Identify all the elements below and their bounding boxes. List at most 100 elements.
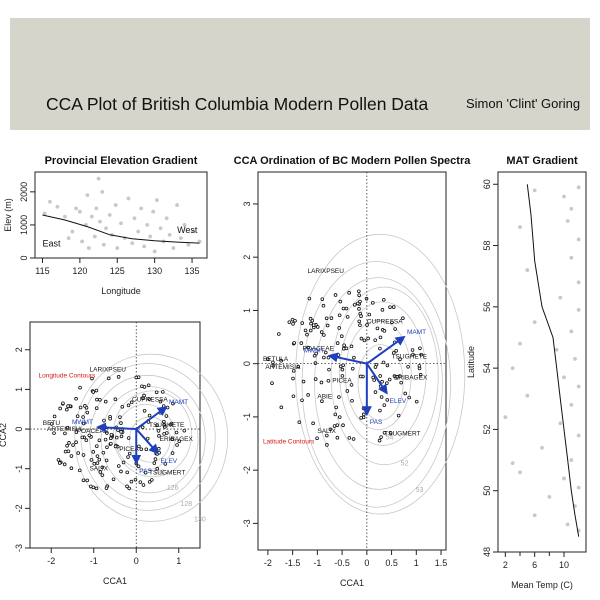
main-site-point: [357, 307, 361, 311]
mat-y-tick-label: 56: [482, 302, 492, 312]
main-site-point: [361, 406, 366, 411]
mat-y-tick-label: 54: [482, 363, 492, 373]
main-site-point: [300, 321, 305, 325]
lon-site-point: [139, 447, 144, 452]
main-x-tick-label: -2: [264, 558, 272, 568]
lon-species-label: BETU: [43, 420, 61, 427]
main-site-point: [320, 297, 325, 301]
lon-y-tick-label: 0: [14, 427, 24, 432]
lon-site-point: [65, 425, 70, 430]
mat-chart-title: MAT Gradient: [506, 155, 578, 167]
lon-site-point: [61, 401, 65, 406]
lon-site-point: [140, 396, 145, 400]
elev-data-point: [191, 229, 196, 234]
main-x-axis-label: CCA1: [340, 578, 364, 588]
lon-site-point: [146, 383, 151, 388]
lon-site-point: [100, 473, 105, 477]
main-site-point: [321, 303, 326, 308]
main-site-point: [351, 437, 356, 441]
main-x-tick-label: -1.5: [285, 558, 301, 568]
lon-site-point: [145, 436, 150, 441]
lon-env-arrow: [135, 428, 159, 455]
lon-x-tick-label: 1: [176, 556, 181, 566]
lon-site-point: [74, 396, 78, 401]
elev-data-point: [80, 239, 85, 244]
main-site-point: [371, 300, 375, 305]
elev-chart-title: Provincial Elevation Gradient: [45, 155, 198, 167]
lon-species-label: LARIXPSEU: [90, 367, 127, 374]
lon-site-point: [142, 385, 147, 389]
lon-site-point: [98, 470, 103, 474]
mat-data-point: [540, 445, 544, 450]
main-site-point: [309, 321, 313, 326]
lon-site-point: [138, 480, 143, 484]
lon-site-point: [126, 403, 131, 408]
main-site-point: [313, 377, 318, 381]
mat-x-tick-label: 2: [503, 560, 508, 570]
main-y-tick-label: 1: [242, 308, 252, 313]
lon-site-point: [74, 440, 78, 444]
main-site-point: [385, 398, 390, 402]
main-species-label: ARTEMISIA: [265, 364, 301, 371]
lon-site-point: [136, 464, 141, 469]
main-site-point: [377, 438, 382, 443]
main-env-arrow-label: MWMT: [304, 348, 325, 355]
main-site-point: [391, 305, 396, 309]
main-site-point: [311, 323, 316, 327]
lon-site-point: [89, 484, 93, 489]
lon-site-point: [116, 375, 121, 379]
lon-species-label: ERIBAGEX: [160, 436, 194, 443]
lon-site-point: [144, 447, 149, 452]
mat-fit-line: [526, 184, 580, 537]
main-contour-line: [357, 344, 404, 421]
lon-contour-value: 130: [194, 517, 206, 524]
main-species-label: LARIXPSEU: [307, 268, 344, 275]
lon-site-point: [65, 443, 69, 448]
elev-x-axis-label: Longitude: [101, 286, 141, 296]
mat-data-point: [554, 347, 559, 352]
lon-site-point: [142, 408, 147, 413]
lon-site-point: [147, 397, 151, 401]
lon-site-point: [163, 425, 167, 429]
main-site-point: [335, 341, 340, 345]
elev-data-point: [151, 209, 156, 214]
elev-data-point: [98, 219, 102, 224]
lon-site-point: [109, 441, 113, 446]
main-species-label: SALIX: [317, 428, 336, 435]
mat-y-tick-label: 50: [482, 486, 492, 496]
lon-site-point: [175, 443, 179, 447]
main-site-point: [306, 393, 310, 397]
mat-data-point: [532, 188, 537, 193]
elev-data-point: [92, 234, 97, 239]
title-banner: CCA Plot of British Columbia Modern Poll…: [10, 18, 590, 130]
lon-site-point: [102, 418, 106, 423]
elev-y-tick-label: 1000: [19, 215, 29, 235]
lon-contour-label: Longitude Contours: [39, 373, 96, 380]
main-site-point: [325, 323, 330, 328]
elev-x-tick-label: 135: [185, 266, 200, 276]
lon-site-point: [129, 400, 134, 405]
lon-species-label: SALIX: [90, 466, 109, 473]
main-site-point: [305, 332, 309, 337]
main-site-point: [279, 358, 284, 363]
lon-site-point: [152, 461, 157, 465]
main-site-point: [320, 399, 324, 404]
main-site-point: [325, 443, 329, 447]
lon-site-point: [97, 438, 102, 443]
main-site-point: [322, 355, 326, 360]
main-site-point: [361, 412, 366, 417]
main-site-point: [382, 329, 387, 333]
main-contour-value: 53: [416, 487, 424, 494]
main-env-arrow: [327, 352, 368, 365]
main-site-point: [403, 391, 408, 396]
main-species-label: BETULA: [263, 356, 289, 363]
main-site-point: [311, 421, 315, 426]
main-site-point: [266, 357, 270, 361]
main-site-point: [417, 366, 422, 371]
lon-x-tick-label: -2: [47, 556, 55, 566]
lon-site-point: [108, 416, 112, 421]
lon-site-point: [63, 449, 68, 454]
main-site-point: [329, 316, 334, 320]
mat-data-point: [518, 341, 522, 346]
main-site-point: [381, 360, 386, 365]
